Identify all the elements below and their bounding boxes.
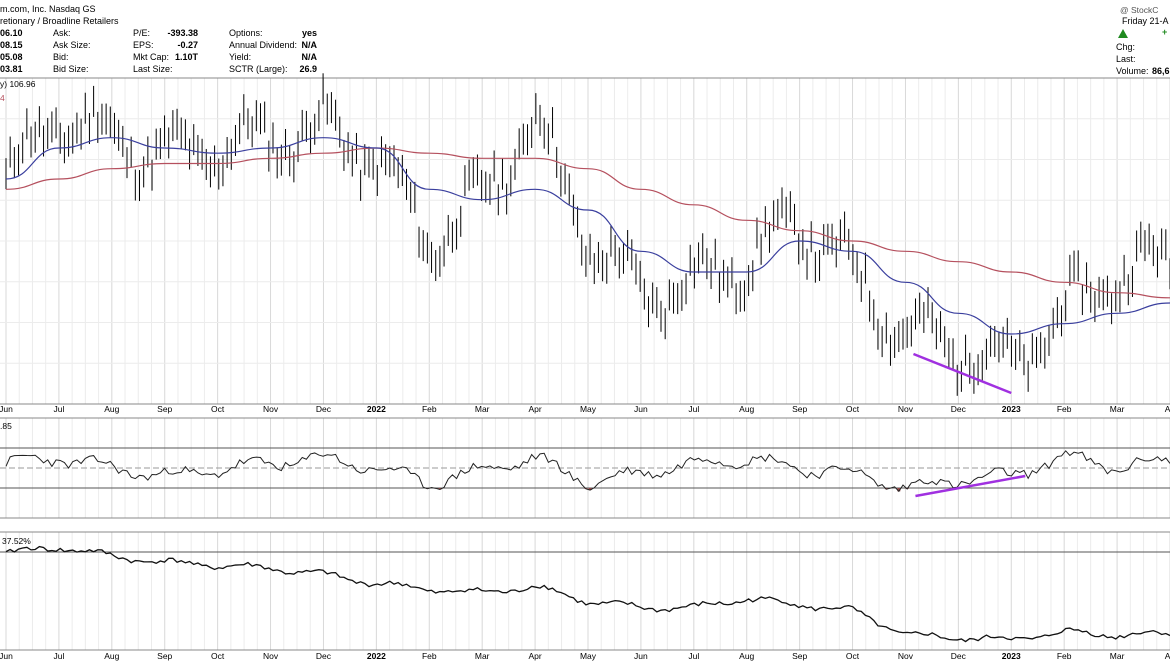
header-date: Friday 21-A xyxy=(1122,16,1169,26)
x-tick-label: Mar xyxy=(1110,651,1125,661)
x-tick-label: Oct xyxy=(846,404,860,414)
x-tick-label: Feb xyxy=(422,404,437,414)
yield-label: Yield: xyxy=(229,52,252,62)
bid-size-label: Bid Size: xyxy=(53,64,89,74)
x-tick-label: Oct xyxy=(211,404,225,414)
x-tick-label: Jul xyxy=(688,651,699,661)
ma-legend: y) 106.96 xyxy=(0,79,36,89)
long-moving-average-line xyxy=(5,147,1170,299)
x-tick-label: Jun xyxy=(634,404,648,414)
x-tick-label: Aug xyxy=(104,404,119,414)
x-tick-label: Mar xyxy=(1110,404,1125,414)
x-tick-label: Jul xyxy=(53,651,64,661)
x-tick-label: Sep xyxy=(792,404,807,414)
x-tick-label: Ap xyxy=(1165,404,1170,414)
sctr-label: SCTR (Large): xyxy=(229,64,288,74)
short-moving-average-line xyxy=(5,137,1170,335)
x-tick-label: May xyxy=(580,404,597,414)
mkt-cap-label: Mkt Cap: xyxy=(133,52,170,62)
quote-value-1: 06.10 xyxy=(0,28,23,38)
x-tick-label: Mar xyxy=(475,404,490,414)
watermark: @ StockC xyxy=(1120,5,1159,15)
quote-value-3: 05.08 xyxy=(0,52,23,62)
eps-label: EPS: xyxy=(133,40,154,50)
options-value: yes xyxy=(301,28,317,38)
x-tick-label: Aug xyxy=(739,404,754,414)
annual-dividend-label: Annual Dividend: xyxy=(229,40,298,50)
x-tick-label: Dec xyxy=(316,404,332,414)
quote-panel: 06.10 08.15 05.08 03.81 Ask: Ask Size: B… xyxy=(0,27,1170,77)
x-tick-label: Aug xyxy=(739,651,754,661)
x-tick-label: Oct xyxy=(846,651,860,661)
x-tick-label: Nov xyxy=(898,404,914,414)
quote-value-2: 08.15 xyxy=(0,40,23,50)
sctr-value: 26.9 xyxy=(299,64,317,74)
volume-value: 86,6 xyxy=(1152,66,1170,76)
x-tick-label: Aug xyxy=(104,651,119,661)
x-tick-label: Apr xyxy=(528,404,541,414)
chg-label: Chg: xyxy=(1116,42,1136,52)
x-tick-label: Dec xyxy=(951,651,967,661)
x-tick-label: 2023 xyxy=(1002,651,1021,661)
x-tick-label: Apr xyxy=(528,651,541,661)
x-tick-label: Jun xyxy=(634,651,648,661)
quote-value-4: 03.81 xyxy=(0,64,23,74)
x-tick-label: Oct xyxy=(211,651,225,661)
pe-value: -393.38 xyxy=(167,28,198,38)
x-tick-label: Jun xyxy=(0,651,13,661)
change-plus: + xyxy=(1162,27,1168,37)
last-size-label: Last Size: xyxy=(133,64,173,74)
ask-label: Ask: xyxy=(53,28,71,38)
last-label: Last: xyxy=(1116,54,1136,64)
x-tick-label: Dec xyxy=(951,404,967,414)
mkt-cap-value: 1.10T xyxy=(174,52,198,62)
x-tick-label: Sep xyxy=(157,651,172,661)
x-tick-label: Jun xyxy=(0,404,13,414)
volume-label: Volume: xyxy=(1116,66,1149,76)
relative-strength-line xyxy=(5,545,1170,643)
ma-legend-mark: 4 xyxy=(0,93,5,103)
ask-size-label: Ask Size: xyxy=(53,40,91,50)
x-tick-label: Nov xyxy=(898,651,914,661)
bid-label: Bid: xyxy=(53,52,69,62)
x-tick-label: Jul xyxy=(53,404,64,414)
oscillator-line xyxy=(5,450,1170,493)
header-company: m.com, Inc. Nasdaq GS xyxy=(0,4,96,14)
x-tick-label: Ap xyxy=(1165,651,1170,661)
header-sector: retionary / Broadline Retailers xyxy=(0,16,119,26)
eps-value: -0.27 xyxy=(177,40,198,50)
relative-label: 37.52% xyxy=(2,536,31,546)
up-triangle-icon xyxy=(1118,29,1128,38)
x-tick-label: Mar xyxy=(475,651,490,661)
x-tick-label: 2022 xyxy=(367,651,386,661)
x-tick-label: Dec xyxy=(316,651,332,661)
oscillator-label: .85 xyxy=(0,421,12,431)
x-tick-label: May xyxy=(580,651,597,661)
x-tick-label: Feb xyxy=(422,651,437,661)
x-tick-label: Feb xyxy=(1057,651,1072,661)
x-tick-label: Nov xyxy=(263,651,279,661)
oscillator-divergence-line xyxy=(915,474,1026,498)
x-tick-label: Sep xyxy=(792,651,807,661)
annual-dividend-value: N/A xyxy=(301,40,318,50)
options-label: Options: xyxy=(229,28,263,38)
x-tick-label: 2022 xyxy=(367,404,386,414)
price-divergence-line xyxy=(912,352,1012,395)
x-tick-label: Sep xyxy=(157,404,172,414)
yield-value: N/A xyxy=(301,52,318,62)
x-tick-label: 2023 xyxy=(1002,404,1021,414)
x-tick-label: Feb xyxy=(1057,404,1072,414)
x-tick-label: Jul xyxy=(688,404,699,414)
x-tick-label: Nov xyxy=(263,404,279,414)
pe-label: P/E: xyxy=(133,28,151,38)
